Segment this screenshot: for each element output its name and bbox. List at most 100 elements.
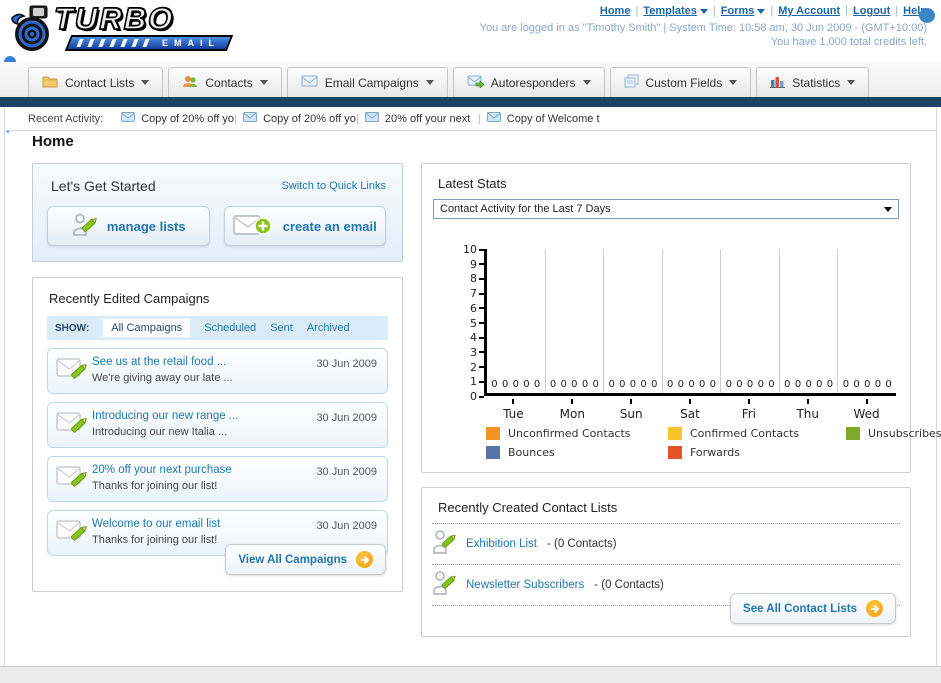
help-bubble-icon[interactable] [919, 8, 935, 23]
nav-tab-email-campaigns[interactable]: Email Campaigns [286, 67, 448, 97]
pages-icon [624, 74, 639, 91]
get-started-title: Let's Get Started [51, 178, 156, 194]
chart-value-label: 0 [571, 379, 578, 390]
chart-value-label: 0 [725, 379, 732, 390]
recent-activity-item[interactable]: Copy of 20% off yo [121, 112, 234, 125]
stats-report-select[interactable]: Contact Activity for the Last 7 Days [433, 199, 899, 219]
chart-value-label: 0 [826, 379, 834, 390]
nav-tab-contacts[interactable]: Contacts [168, 67, 282, 97]
envelope-pencil-icon [56, 518, 92, 549]
top-link-forms[interactable]: Forms [720, 5, 755, 17]
campaign-link[interactable]: 20% off your next purchase [92, 464, 232, 476]
campaign-link[interactable]: Welcome to our email list [92, 518, 221, 530]
campaign-date: 30 Jun 2009 [316, 520, 377, 532]
top-link-home[interactable]: Home [599, 5, 631, 17]
chart-value-label: 0 [619, 379, 626, 390]
recent-activity-item[interactable]: Copy of Welcome to [486, 112, 600, 125]
manage-lists-button[interactable]: manage lists [47, 206, 210, 246]
tab-all-campaigns[interactable]: All Campaigns [103, 319, 191, 337]
chevron-down-icon [141, 80, 150, 85]
chart-value-label: 0 [560, 379, 567, 390]
top-link-logout[interactable]: Logout [853, 5, 891, 17]
chevron-down-icon [729, 80, 738, 85]
turbine-icon [8, 4, 60, 61]
nav-tab-autoresponders[interactable]: Autoresponders [452, 67, 605, 97]
legend-item: Forwards [668, 446, 846, 459]
nav-tab-label: Custom Fields [645, 75, 723, 90]
switch-to-quick-links[interactable]: Switch to Quick Links [281, 180, 386, 192]
nav-tab-label: Email Campaigns [324, 75, 419, 90]
envelope-pencil-icon [56, 410, 92, 441]
logo-stripes [76, 39, 156, 47]
legend-swatch [846, 427, 860, 440]
chevron-down-icon [425, 80, 434, 85]
campaign-link[interactable]: Introducing our new range ... [92, 410, 239, 422]
chart-value-label: 0 [885, 379, 892, 390]
header-right: Home | Templates | Forms | My Account | Logout | H… [480, 5, 935, 48]
campaign-subject: Thanks for joining our list! [92, 480, 218, 492]
chart-value-label: 0 [629, 379, 637, 390]
campaign-link[interactable]: See us at the retail food ... [92, 356, 227, 368]
dotted-divider [432, 564, 900, 565]
recent-activity-item[interactable]: 20% off your next [364, 112, 478, 125]
top-link-my-account[interactable]: My Account [778, 5, 841, 17]
nav-tab-custom-fields[interactable]: Custom Fields [609, 67, 752, 97]
person-pencil-icon [432, 569, 456, 601]
tab-archived[interactable]: Archived [306, 322, 350, 334]
chart-y-tick: 0 [470, 390, 484, 403]
nav-tab-statistics[interactable]: Statistics [756, 67, 870, 97]
recent-activity-item[interactable]: Copy of 20% off yo [243, 112, 356, 125]
chart-value-label: 0 [784, 379, 791, 390]
header: TURBO EMAIL Home | Templates | Forms | My Acco… [0, 0, 941, 133]
envelope-arrow-icon [467, 75, 485, 91]
tab-sent[interactable]: Sent [270, 322, 293, 334]
legend-label: Unconfirmed Contacts [508, 427, 631, 440]
chart-y-tick: 4 [470, 331, 484, 344]
top-link-templates[interactable]: Templates [643, 5, 697, 17]
create-email-button[interactable]: create an email [223, 206, 386, 246]
tab-scheduled[interactable]: Scheduled [204, 322, 257, 334]
chart-legend: Unconfirmed Contacts Confirmed Contacts Un… [486, 427, 941, 459]
legend-item: Confirmed Contacts [668, 427, 846, 440]
chart-value-label: 0 [757, 379, 764, 390]
chart-y-tick: 3 [470, 346, 484, 359]
chart-value-label: 0 [874, 379, 882, 390]
recently-created-contact-lists-panel: Recently Created Contact Lists Exhibitio… [421, 487, 911, 637]
chart-y-tick: 10 [463, 243, 484, 256]
envelope-pencil-icon [56, 464, 92, 495]
see-all-contact-lists-button[interactable]: See All Contact Lists [730, 593, 896, 624]
campaign-subject: Introducing our new Italia ... [92, 426, 228, 438]
chart-value-label: 0 [667, 379, 674, 390]
legend-label: Unsubscribes [868, 427, 941, 440]
campaign-date: 30 Jun 2009 [316, 412, 377, 424]
nav-tab-contact-lists[interactable]: Contact Lists [28, 67, 164, 97]
credits-info: You have 1,000 total credits left. [770, 36, 927, 48]
envelope-plus-icon [233, 212, 273, 241]
contact-list-link[interactable]: Newsletter Subscribers [466, 579, 585, 591]
chart-y-tick: 1 [470, 375, 484, 388]
separator: | [712, 5, 716, 17]
chart-value-label: 0 [592, 379, 599, 390]
chart-value-label: 0 [709, 379, 717, 390]
chart-y-tick: 9 [470, 258, 484, 271]
show-label: SHOW: [55, 322, 90, 334]
envelope-icon [486, 112, 501, 125]
manage-lists-label: manage lists [106, 218, 186, 234]
chart-x-label: Wed [837, 399, 896, 421]
contact-list-link[interactable]: Exhibition List [466, 538, 537, 550]
contact-list-count: - (0 Contacts) [594, 579, 664, 591]
navy-divider-bar [0, 97, 941, 107]
envelope-icon [301, 75, 318, 90]
view-all-campaigns-button[interactable]: View All Campaigns [225, 544, 386, 575]
chart-value-label: 0 [651, 379, 658, 390]
chevron-down-icon [847, 80, 856, 85]
separator: | [477, 112, 481, 125]
